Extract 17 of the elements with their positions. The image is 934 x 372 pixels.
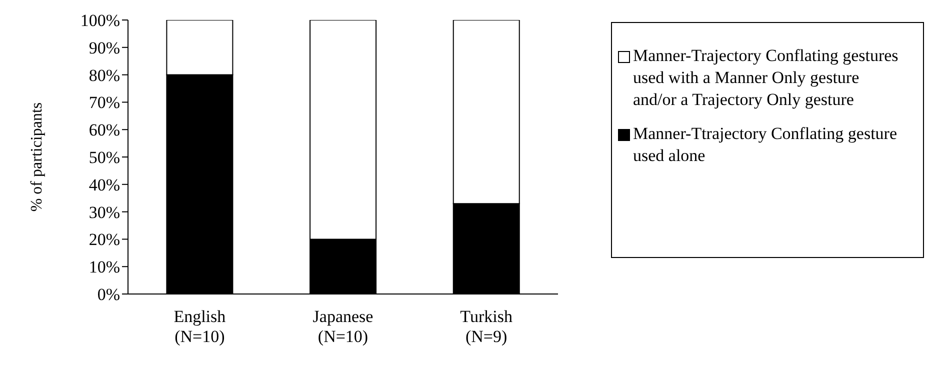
y-tick-label: 90% [88,38,120,58]
x-tick-label: Japanese (N=10) [312,307,374,346]
legend-label: Manner-Trajectory Conflating gestures used with a Manner Only gesture and/or a Trajectory Only gesture [633,45,899,111]
y-tick-label: 30% [88,202,120,222]
y-axis-title: % of participants [28,102,46,212]
x-tick-label: Turkish (N=9) [460,307,513,346]
y-tick-label: 60% [88,120,120,140]
y-tick-label: 50% [88,148,120,168]
y-tick-label: 80% [88,66,120,85]
y-tick-label: 0% [97,285,120,304]
x-tick-label: English (N=10) [174,307,226,346]
y-tick-label: 100% [80,11,120,30]
y-tick-label: 70% [88,93,120,112]
y-tick-label: 10% [88,258,120,277]
y-tick-label: 20% [88,230,120,250]
y-tick-label: 40% [88,175,120,194]
legend-label: Manner-Ttrajectory Conflating gesture used alone [633,123,898,167]
